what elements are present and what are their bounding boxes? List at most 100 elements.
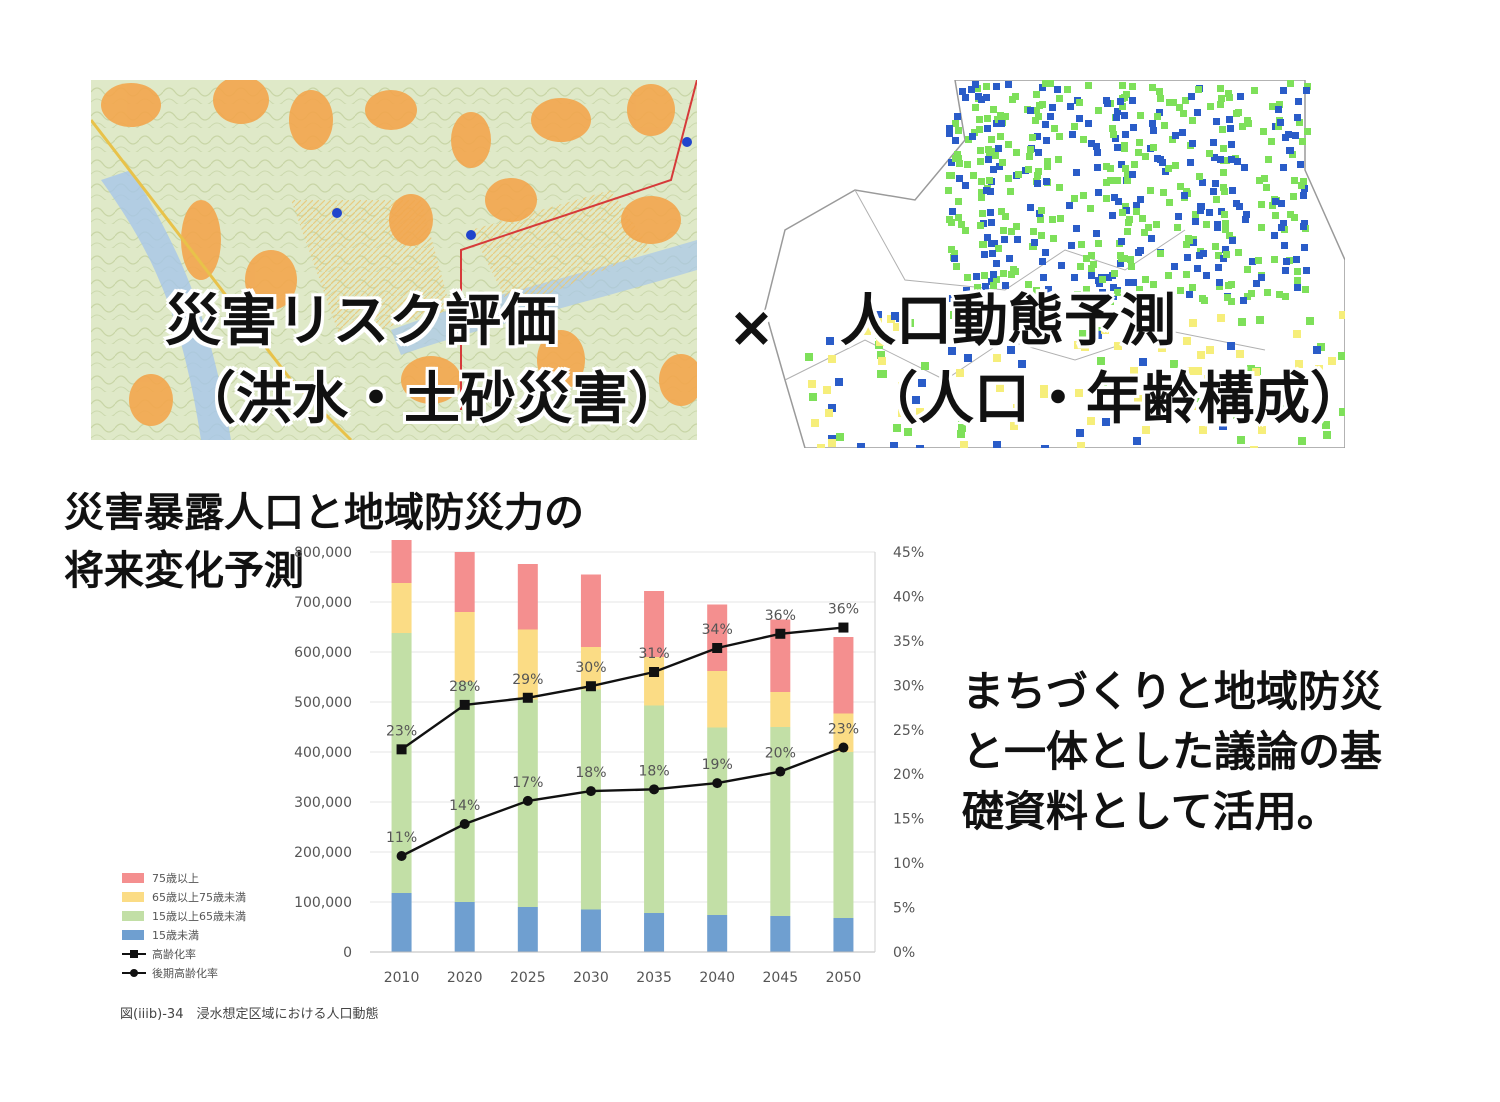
population-cell [811,419,819,427]
population-cell [1248,290,1255,297]
population-cell [948,159,955,166]
population-cell [1304,83,1311,90]
population-cell [1079,330,1087,338]
chart-axes: 0 100,000 200,000 300,000 400,000 500,000 600,… [294,545,924,986]
population-cell [828,439,836,447]
population-cell [1292,132,1299,139]
population-cell [1186,367,1194,375]
population-cell [1174,224,1181,231]
population-cell [1291,177,1298,184]
data-label: 19% [702,757,733,773]
population-forecast-subtitle: （人口・年齢構成） [862,367,1366,432]
population-cell [1139,358,1147,366]
population-cell [1183,241,1190,248]
population-cell [973,273,980,280]
population-cell [1102,418,1110,426]
population-cell [1339,408,1345,416]
line-point [585,681,596,692]
population-cell [1142,276,1149,283]
data-label: 23% [828,722,859,738]
population-cell [988,278,995,285]
population-cell [992,152,999,159]
population-cell [1005,141,1012,148]
population-cell [1156,109,1163,116]
population-cell [989,250,996,257]
population-cell [1287,211,1294,218]
population-cell [1244,266,1251,273]
population-cell [1280,401,1288,409]
population-cell [986,177,993,184]
y-left-tick-label: 400,000 [294,745,352,761]
population-cell [1194,109,1201,116]
population-cell [990,282,997,289]
population-cell [1033,91,1040,98]
population-cell [993,354,1001,362]
bar-segment [644,705,665,913]
population-cell [1182,97,1189,104]
population-cell [1222,226,1229,233]
population-cell [1087,205,1094,212]
bar-segment [517,564,538,630]
population-cell [1105,274,1112,281]
population-cell [1038,232,1045,239]
population-cell [1088,140,1095,147]
population-cell [1256,316,1264,324]
population-cell [863,327,871,335]
data-label: 18% [575,765,606,781]
population-cell [1119,82,1126,89]
population-cell [985,146,992,153]
population-cell [962,227,969,234]
population-cell [1068,242,1075,249]
population-cell [1006,255,1013,262]
population-cell [971,129,978,136]
population-cell [1265,156,1272,163]
population-cell [1133,202,1140,209]
x-tick-label: 2050 [826,970,862,986]
population-cell [1117,252,1124,259]
population-cell [1236,350,1244,358]
population-cell [1294,284,1301,291]
population-cell [1096,280,1103,287]
population-cell [1280,164,1287,171]
population-cell [1215,252,1222,259]
population-cell [1147,187,1154,194]
population-cell [988,136,995,143]
population-cell [1303,87,1310,94]
population-cell [1088,265,1095,272]
population-cell [1069,131,1076,138]
population-cell [946,130,953,137]
bar-segment [833,752,854,918]
population-cell [1238,379,1246,387]
population-cell [1190,239,1197,246]
population-cell [962,94,969,101]
population-cell [1154,113,1161,120]
population-cell [1268,138,1275,145]
population-cell [1025,281,1032,288]
population-cell [1005,175,1012,182]
population-cell [1207,404,1215,412]
population-cell [1118,238,1125,245]
population-cell [1192,218,1199,225]
population-cell [1315,365,1323,373]
population-cell [1008,271,1015,278]
y-right-tick-label: 30% [893,678,924,694]
population-cell [1213,196,1220,203]
population-cell [1158,344,1166,352]
bar-segment [391,583,412,633]
population-cell [1050,322,1058,330]
population-cell [1130,279,1137,286]
population-cell [1232,394,1240,402]
population-cell [1186,237,1193,244]
y-left-tick-label: 700,000 [294,595,352,611]
population-cell [1338,352,1345,360]
population-cell [1298,437,1306,445]
population-cell [1124,172,1131,179]
population-cell [1285,131,1292,138]
population-cell [1058,262,1065,269]
population-cell [1286,147,1293,154]
population-cell [1150,281,1157,288]
population-cell [1110,131,1117,138]
x-tick-label: 2010 [384,970,420,986]
data-label: 29% [512,672,543,688]
